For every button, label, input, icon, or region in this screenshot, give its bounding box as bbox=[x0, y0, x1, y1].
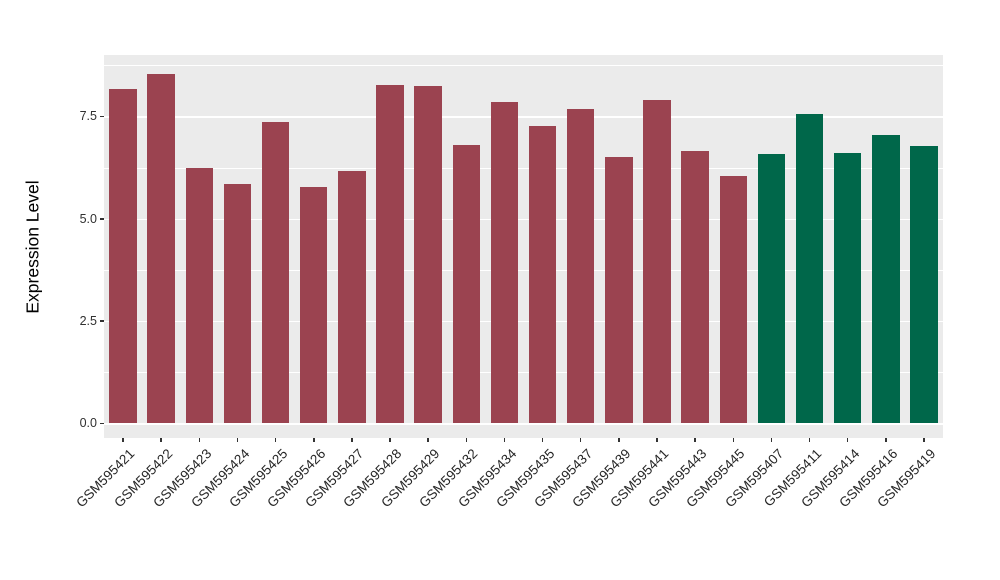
gridline-minor bbox=[104, 371, 943, 373]
bar-GSM595435 bbox=[528, 125, 557, 423]
y-tick-label: 7.5 bbox=[79, 109, 97, 124]
x-tick-mark bbox=[541, 438, 544, 442]
plot-panel bbox=[104, 55, 943, 438]
x-tick-mark bbox=[122, 438, 124, 442]
gridline-minor bbox=[104, 269, 943, 271]
x-tick-mark bbox=[579, 438, 582, 442]
bar-GSM595421 bbox=[109, 89, 137, 423]
gridline-major bbox=[104, 218, 943, 221]
bar-GSM595439 bbox=[605, 156, 633, 423]
x-tick-mark bbox=[465, 438, 468, 442]
bar-GSM595424 bbox=[223, 183, 252, 423]
x-tick-mark bbox=[885, 438, 887, 442]
x-tick-mark bbox=[236, 438, 239, 442]
bar-GSM595445 bbox=[719, 176, 747, 423]
x-tick-mark bbox=[656, 438, 658, 442]
bar-GSM595425 bbox=[261, 122, 290, 423]
gridline-minor bbox=[104, 65, 943, 67]
x-tick-mark bbox=[618, 438, 620, 442]
bar-GSM595416 bbox=[872, 134, 900, 423]
bar-GSM595428 bbox=[376, 85, 404, 423]
bar-GSM595411 bbox=[795, 113, 824, 423]
bar-GSM595434 bbox=[490, 102, 519, 423]
bar-GSM595423 bbox=[185, 168, 214, 423]
bar-GSM595437 bbox=[566, 109, 595, 423]
bar-GSM595414 bbox=[833, 152, 862, 423]
x-tick-mark bbox=[389, 438, 391, 442]
x-tick-mark bbox=[770, 438, 773, 442]
bar-GSM595422 bbox=[147, 73, 175, 423]
y-tick-mark bbox=[100, 218, 104, 220]
gridline-major bbox=[104, 423, 943, 425]
x-tick-mark bbox=[351, 438, 353, 442]
x-tick-mark bbox=[923, 438, 925, 442]
bar-GSM595441 bbox=[643, 99, 671, 423]
bar-GSM595407 bbox=[757, 154, 786, 423]
x-tick-mark bbox=[198, 438, 201, 442]
x-tick-mark bbox=[732, 438, 734, 442]
y-axis-title: Expression Level bbox=[22, 179, 43, 314]
bar-GSM595443 bbox=[681, 150, 709, 423]
x-tick-mark bbox=[427, 438, 429, 442]
x-tick-mark bbox=[808, 438, 811, 442]
x-tick-mark bbox=[274, 438, 277, 442]
bar-GSM595432 bbox=[452, 145, 481, 423]
y-tick-label: 5.0 bbox=[79, 211, 97, 226]
x-tick-mark bbox=[503, 438, 506, 442]
y-tick-label: 2.5 bbox=[79, 313, 97, 328]
bar-GSM595427 bbox=[338, 170, 366, 423]
y-tick-mark bbox=[100, 115, 104, 118]
x-tick-mark bbox=[846, 438, 849, 442]
x-tick-mark bbox=[313, 438, 315, 442]
y-tick-mark bbox=[100, 320, 104, 322]
x-tick-mark bbox=[694, 438, 696, 442]
gridline-minor bbox=[104, 167, 943, 169]
bar-GSM595426 bbox=[300, 187, 328, 423]
x-tick-mark bbox=[160, 438, 162, 442]
gridline-major bbox=[104, 320, 943, 323]
bar-GSM595419 bbox=[910, 145, 938, 423]
bar-GSM595429 bbox=[414, 85, 442, 423]
y-tick-mark bbox=[100, 422, 104, 424]
y-tick-label: 0.0 bbox=[79, 416, 97, 430]
gridline-major bbox=[104, 116, 943, 118]
